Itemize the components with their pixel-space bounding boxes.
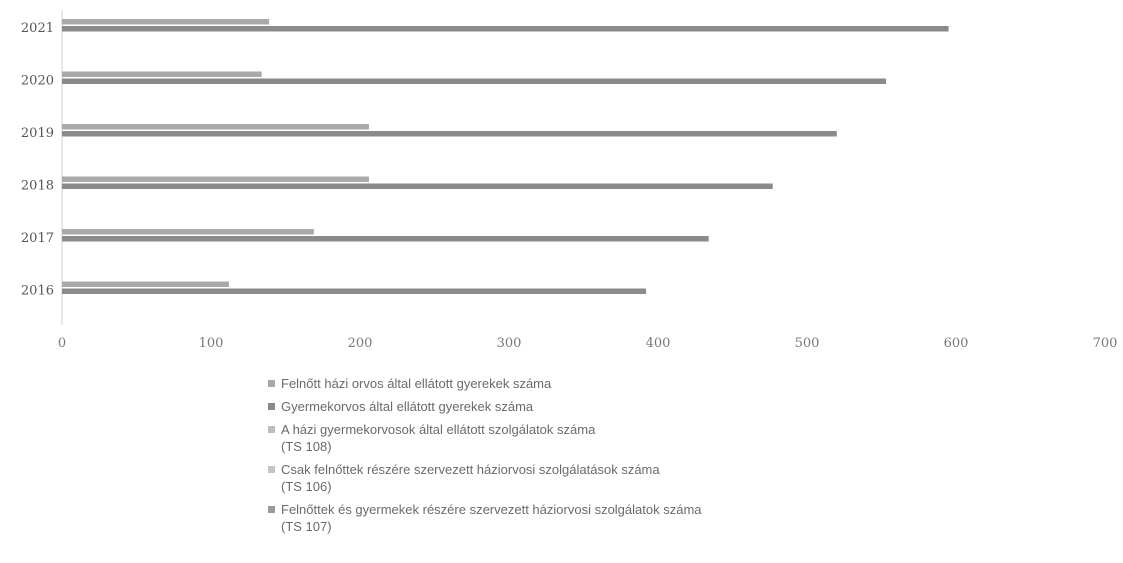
- legend-item-4: Felnőttek és gyermekek részére szervezet…: [268, 501, 908, 535]
- category-label: 2020: [21, 74, 54, 89]
- x-tick-label: 400: [646, 336, 671, 351]
- x-tick-label: 0: [58, 336, 66, 351]
- legend-swatch-4: [268, 506, 275, 513]
- legend-item-3: Csak felnőttek részére szervezett házior…: [268, 461, 908, 495]
- legend-label-1: Gyermekorvos által ellátott gyerekek szá…: [281, 399, 534, 414]
- legend-swatch-3: [268, 466, 275, 473]
- legend: Felnőtt házi orvos által ellátott gyerek…: [268, 375, 908, 541]
- x-tick-label: 300: [497, 336, 522, 351]
- bar-0-2018: [62, 176, 369, 182]
- legend-item-2: A házi gyermekorvosok által ellátott szo…: [268, 421, 908, 455]
- x-tick-label: 200: [348, 336, 373, 351]
- bar-0-2021: [62, 19, 270, 25]
- category-label: 2016: [21, 284, 54, 299]
- legend-swatch-1: [268, 403, 275, 410]
- bar-0-2020: [62, 71, 262, 77]
- legend-item-0: Felnőtt házi orvos által ellátott gyerek…: [268, 375, 908, 392]
- category-label: 2018: [21, 179, 54, 194]
- x-tick-label: 100: [199, 336, 224, 351]
- bar-1-2017: [62, 236, 709, 242]
- x-tick-label: 500: [795, 336, 820, 351]
- x-tick-label: 600: [944, 336, 969, 351]
- bar-1-2019: [62, 131, 837, 137]
- bar-1-2021: [62, 26, 949, 32]
- x-tick-label: 700: [1093, 336, 1118, 351]
- category-label: 2019: [21, 126, 54, 141]
- category-label: 2021: [21, 21, 54, 36]
- legend-swatch-0: [268, 380, 275, 387]
- legend-label-0: Felnőtt házi orvos által ellátott gyerek…: [281, 376, 552, 391]
- legend-label-2: A házi gyermekorvosok által ellátott szo…: [281, 422, 596, 454]
- legend-label-3: Csak felnőttek részére szervezett házior…: [281, 462, 660, 494]
- legend-label-4: Felnőttek és gyermekek részére szervezet…: [281, 502, 702, 534]
- legend-swatch-2: [268, 426, 275, 433]
- bar-1-2016: [62, 288, 647, 294]
- category-label: 2017: [21, 231, 54, 246]
- bar-chart: 2021 2020 2019 2018 2017 2016 0 100 200 300 400 500…: [21, 10, 1118, 351]
- bar-1-2020: [62, 78, 886, 84]
- bar-1-2018: [62, 183, 773, 189]
- bar-0-2019: [62, 124, 369, 130]
- bar-0-2016: [62, 281, 229, 287]
- bar-0-2017: [62, 229, 314, 235]
- legend-item-1: Gyermekorvos által ellátott gyerekek szá…: [268, 398, 908, 415]
